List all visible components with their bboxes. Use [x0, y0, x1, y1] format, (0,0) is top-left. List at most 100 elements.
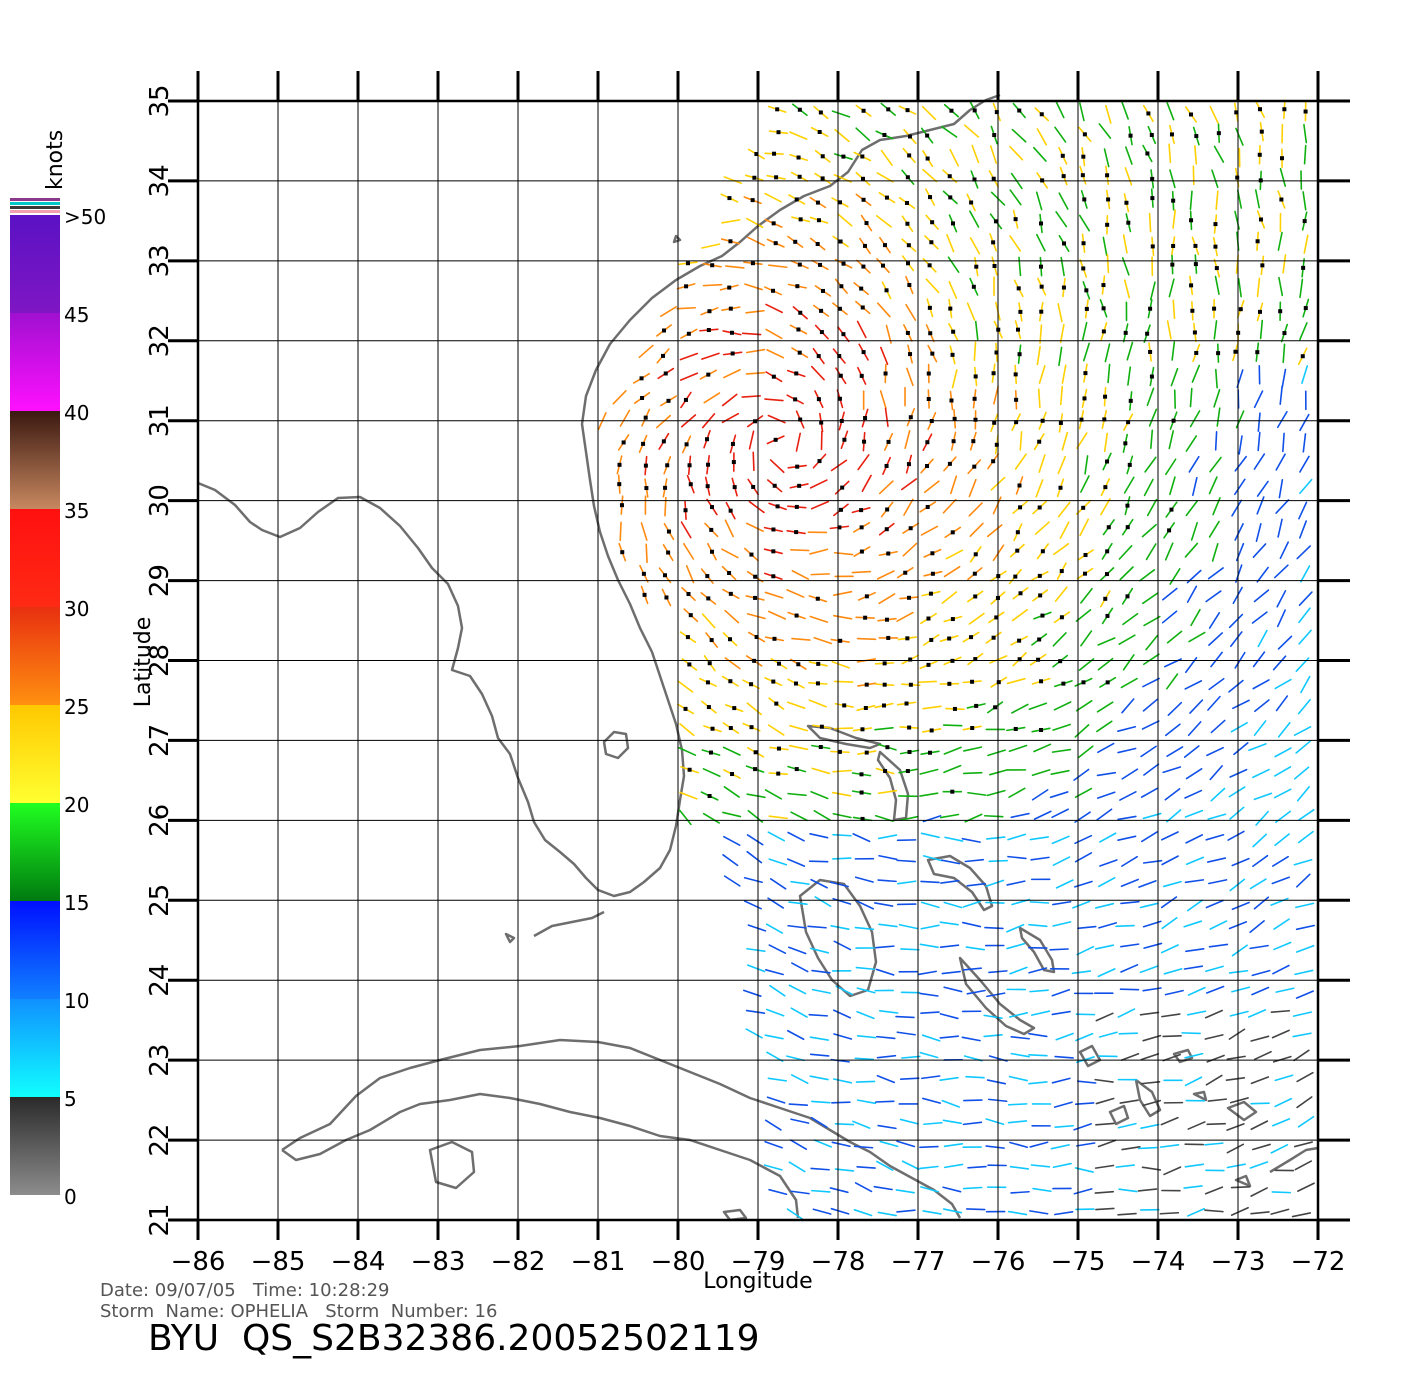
rain-flag-marker — [908, 352, 913, 357]
wind-vector — [1007, 1210, 1028, 1216]
rain-flag-marker — [1061, 285, 1066, 290]
rain-flag-marker — [883, 371, 888, 376]
wind-vector — [789, 724, 809, 732]
wind-vector — [1296, 873, 1311, 888]
wind-vector — [1059, 323, 1065, 344]
rain-flag-marker — [687, 463, 692, 468]
wind-vector — [969, 237, 981, 255]
rain-flag-marker — [905, 175, 910, 180]
wind-vector — [919, 992, 939, 997]
rain-flag-marker — [1101, 306, 1106, 311]
rain-flag-marker — [1123, 441, 1128, 446]
rain-flag-marker — [709, 527, 714, 532]
rain-flag-marker — [771, 374, 776, 379]
wind-vector — [876, 172, 894, 183]
rain-flag-marker — [797, 174, 802, 179]
wind-vector — [853, 1209, 873, 1217]
latitude-tick-label: 22 — [145, 1124, 175, 1157]
rain-flag-marker — [926, 616, 931, 621]
rain-flag-marker — [1128, 133, 1133, 138]
wind-vector — [724, 657, 741, 670]
wind-vector — [1187, 986, 1206, 996]
wind-vector — [1117, 1212, 1137, 1216]
wind-vector — [1277, 518, 1283, 538]
wind-vector — [832, 769, 852, 773]
wind-vector — [765, 303, 783, 314]
wind-vector — [1297, 1115, 1315, 1128]
wind-vector — [1300, 675, 1311, 694]
rain-flag-marker — [1017, 483, 1022, 488]
andros-island — [798, 878, 878, 998]
wind-vector — [900, 478, 918, 491]
wind-vector — [1210, 787, 1226, 802]
wind-vector — [746, 217, 764, 229]
rain-flag-marker — [1125, 503, 1130, 508]
wind-vector — [833, 590, 853, 596]
rain-flag-marker — [1257, 107, 1262, 112]
wind-vector — [1117, 725, 1137, 732]
rain-flag-marker — [1149, 132, 1154, 137]
wind-vector — [1100, 498, 1111, 516]
wind-vector — [855, 127, 871, 142]
wind-vector — [1187, 721, 1202, 737]
wind-vector — [764, 969, 784, 976]
rain-flag-marker — [706, 372, 711, 377]
wind-vector — [1161, 916, 1178, 930]
wind-vector — [723, 835, 741, 846]
rain-flag-marker — [972, 396, 977, 401]
rain-flag-marker — [928, 591, 933, 596]
latitude-tick-label: 28 — [145, 644, 175, 677]
wind-vector — [832, 812, 852, 819]
wind-vector — [1170, 367, 1179, 387]
wind-vector — [701, 352, 720, 360]
rain-flag-marker — [709, 505, 714, 510]
wind-vector — [722, 854, 739, 867]
rain-flag-marker — [861, 350, 866, 355]
rain-flag-marker — [753, 419, 758, 424]
wind-vector — [989, 769, 1008, 776]
wind-vector — [810, 365, 825, 381]
wind-vector — [878, 593, 896, 605]
wind-vector — [1035, 191, 1043, 211]
rain-flag-marker — [749, 725, 754, 730]
latitude-tick-label: 21 — [145, 1203, 175, 1236]
rain-flag-marker — [864, 594, 869, 599]
rain-flag-marker — [929, 637, 934, 642]
wind-vector — [1137, 1188, 1158, 1192]
wind-vector — [1300, 565, 1311, 583]
rain-flag-marker — [1079, 417, 1084, 422]
wind-vector — [1120, 677, 1138, 689]
wind-vector — [854, 1182, 873, 1193]
rain-flag-marker — [1216, 351, 1221, 356]
wind-vector — [745, 1028, 763, 1039]
rain-flag-marker — [794, 197, 799, 202]
wind-vector — [1038, 365, 1046, 384]
wind-vector — [1208, 476, 1218, 495]
rain-flag-marker — [860, 816, 865, 821]
wind-vector — [619, 409, 631, 427]
wind-vector — [1166, 102, 1175, 121]
wind-vector — [942, 1119, 963, 1125]
wind-vector — [874, 902, 894, 907]
rain-flag-marker — [947, 636, 952, 641]
rain-flag-marker — [903, 570, 908, 575]
rain-flag-marker — [1212, 306, 1217, 311]
wind-vector — [874, 1100, 895, 1103]
legend-label: >50 — [64, 205, 106, 229]
longitude-tick-label: −86 — [171, 1247, 226, 1277]
wind-vector — [1144, 456, 1157, 473]
rain-flag-marker — [1015, 327, 1020, 332]
wind-vector — [1162, 766, 1182, 774]
rain-flag-marker — [1062, 241, 1067, 246]
wind-vector — [1206, 1054, 1225, 1063]
rain-flag-marker — [886, 439, 891, 444]
wind-vector — [1052, 632, 1067, 647]
legend-label: 30 — [64, 597, 89, 621]
wind-vector — [961, 921, 982, 928]
legend-band — [10, 901, 60, 999]
wind-vector — [810, 1167, 830, 1171]
wind-vector — [811, 988, 832, 994]
wind-vector — [1143, 763, 1160, 776]
rain-flag-marker — [819, 420, 824, 425]
wind-vector — [1076, 432, 1088, 449]
